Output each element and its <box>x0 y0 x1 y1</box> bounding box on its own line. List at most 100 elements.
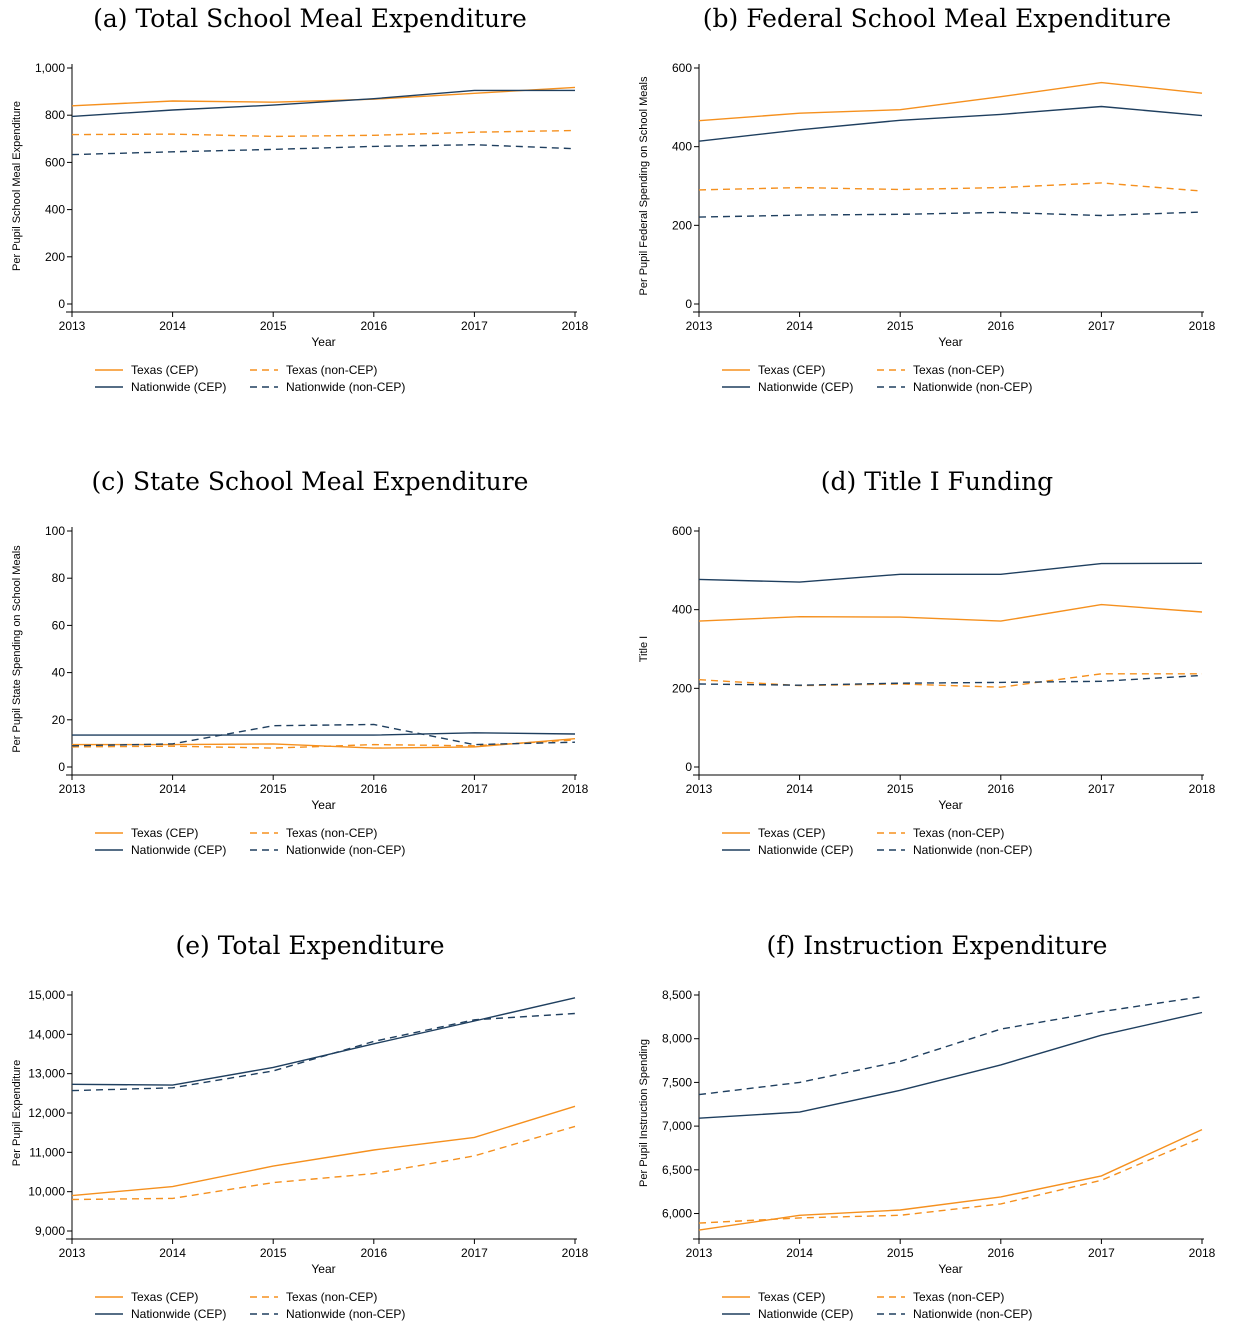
y-tick-label: 60 <box>52 618 66 632</box>
chart-svg: 9,000 10,000 11,000 12,000 13,000 14,000 15,00… <box>11 988 589 1321</box>
y-tick-label: 14,000 <box>28 1027 65 1041</box>
chart-title: (f) Instruction Expenditure <box>766 931 1108 960</box>
series-line <box>698 105 1203 142</box>
legend-label: Nationwide (non-CEP) <box>286 380 405 394</box>
x-tick-label: 2016 <box>360 782 387 796</box>
y-tick-label: 6,500 <box>662 1163 692 1177</box>
y-tick-label: 0 <box>58 297 65 311</box>
x-tick-label: 2014 <box>786 319 813 333</box>
y-tick-label: 400 <box>672 603 692 617</box>
legend-label: Nationwide (non-CEP) <box>913 843 1032 857</box>
chart-panel-d: (d) Title I Funding 0 200 400 600 2013 2014 20… <box>627 463 1247 893</box>
y-tick-label: 0 <box>58 760 65 774</box>
x-tick-label: 2013 <box>686 782 713 796</box>
x-tick-label: 2017 <box>1088 319 1115 333</box>
y-tick-label: 100 <box>45 524 65 538</box>
y-tick-label: 1,000 <box>35 61 65 75</box>
x-tick-label: 2018 <box>1189 1246 1216 1260</box>
legend-label: Nationwide (CEP) <box>131 380 226 394</box>
y-tick-label: 0 <box>685 297 692 311</box>
x-tick-label: 2015 <box>887 319 914 333</box>
x-tick-label: 2016 <box>360 319 387 333</box>
x-tick-label: 2013 <box>59 782 86 796</box>
x-tick-label: 2015 <box>260 782 287 796</box>
legend-label: Texas (non-CEP) <box>913 1290 1004 1304</box>
x-tick-label: 2014 <box>159 782 186 796</box>
legend-label: Nationwide (non-CEP) <box>286 843 405 857</box>
chart-svg: 0 200 400 600 2013 2014 2015 2016 2017 2018 Year Ti… <box>638 524 1216 857</box>
series-line <box>71 1125 576 1201</box>
x-tick-label: 2014 <box>159 1246 186 1260</box>
x-tick-label: 2018 <box>1189 782 1216 796</box>
x-tick-label: 2017 <box>1088 782 1115 796</box>
chart-title: (a) Total School Meal Expenditure <box>93 4 527 33</box>
x-tick-label: 2018 <box>562 782 589 796</box>
y-tick-label: 200 <box>672 218 692 232</box>
legend-label: Nationwide (non-CEP) <box>913 380 1032 394</box>
legend-label: Texas (CEP) <box>131 1290 198 1304</box>
series-line <box>698 211 1203 218</box>
x-tick-label: 2013 <box>686 1246 713 1260</box>
y-tick-label: 7,500 <box>662 1075 692 1089</box>
series-line <box>71 723 576 747</box>
y-tick-label: 800 <box>45 108 65 122</box>
y-tick-label: 80 <box>52 571 66 585</box>
series-line <box>71 89 575 118</box>
x-tick-label: 2014 <box>786 1246 813 1260</box>
y-tick-label: 11,000 <box>29 1145 65 1159</box>
legend-label: Texas (CEP) <box>758 1290 825 1304</box>
x-tick-label: 2018 <box>562 319 589 333</box>
chart-title: (c) State School Meal Expenditure <box>91 467 529 496</box>
chart-svg: 0 200 400 600 800 1,000 2013 2014 2015 2016 2017 20… <box>11 61 589 394</box>
x-tick-label: 2016 <box>360 1246 387 1260</box>
x-axis-label: Year <box>311 335 335 349</box>
x-tick-label: 2017 <box>461 319 488 333</box>
y-tick-label: 8,000 <box>662 1032 692 1046</box>
legend-label: Texas (non-CEP) <box>913 363 1004 377</box>
y-tick-label: 15,000 <box>28 988 65 1002</box>
legend-label: Nationwide (CEP) <box>131 843 226 857</box>
y-tick-label: 7,000 <box>662 1119 692 1133</box>
y-axis-label: Per Pupil Instruction Spending <box>638 1039 650 1187</box>
y-tick-label: 200 <box>45 250 65 264</box>
legend-label: Texas (non-CEP) <box>913 826 1004 840</box>
legend-label: Nationwide (CEP) <box>131 1307 226 1321</box>
y-axis-label: Per Pupil State Spending on School Meals <box>11 545 23 753</box>
x-tick-label: 2017 <box>461 1246 488 1260</box>
y-axis-label: Title I <box>638 636 650 663</box>
chart-panel-f: (f) Instruction Expenditure 6,000 6,500 7,… <box>627 927 1247 1322</box>
x-tick-label: 2016 <box>987 319 1014 333</box>
y-axis-label: Per Pupil Federal Spending on School Mea… <box>638 76 650 295</box>
series-line <box>698 1011 1203 1119</box>
series-line <box>698 673 1202 688</box>
x-axis-label: Year <box>938 1262 962 1276</box>
chart-title: (e) Total Expenditure <box>175 931 445 960</box>
x-axis-label: Year <box>311 798 335 812</box>
x-axis-label: Year <box>938 798 962 812</box>
legend-label: Texas (CEP) <box>131 826 198 840</box>
x-tick-label: 2017 <box>1088 1246 1115 1260</box>
x-tick-label: 2014 <box>786 782 813 796</box>
x-tick-label: 2015 <box>887 782 914 796</box>
x-tick-label: 2013 <box>59 1246 86 1260</box>
legend-label: Texas (CEP) <box>758 826 825 840</box>
y-tick-label: 8,500 <box>662 988 692 1002</box>
y-axis-label: Per Pupil Expenditure <box>11 1060 23 1166</box>
chart-svg: 6,000 6,500 7,000 7,500 8,000 8,500 2013 2014 20… <box>638 988 1216 1321</box>
legend-label: Texas (non-CEP) <box>286 363 377 377</box>
chart-svg: 0 200 400 600 2013 2014 2015 2016 2017 2018 Year Pe… <box>638 61 1216 394</box>
chart-panel-b: (b) Federal School Meal Expenditure 0 200… <box>627 0 1247 430</box>
series-line <box>72 732 576 736</box>
y-tick-label: 40 <box>52 666 66 680</box>
chart-title: (d) Title I Funding <box>820 467 1054 496</box>
legend-label: Nationwide (CEP) <box>758 380 853 394</box>
x-axis-label: Year <box>311 1262 335 1276</box>
legend-label: Nationwide (non-CEP) <box>913 1307 1032 1321</box>
series-line <box>698 603 1203 622</box>
y-tick-label: 200 <box>672 681 692 695</box>
legend-label: Texas (non-CEP) <box>286 1290 377 1304</box>
y-tick-label: 600 <box>672 61 692 75</box>
legend-label: Nationwide (CEP) <box>758 843 853 857</box>
series-line <box>71 1012 576 1092</box>
series-line <box>71 997 576 1086</box>
